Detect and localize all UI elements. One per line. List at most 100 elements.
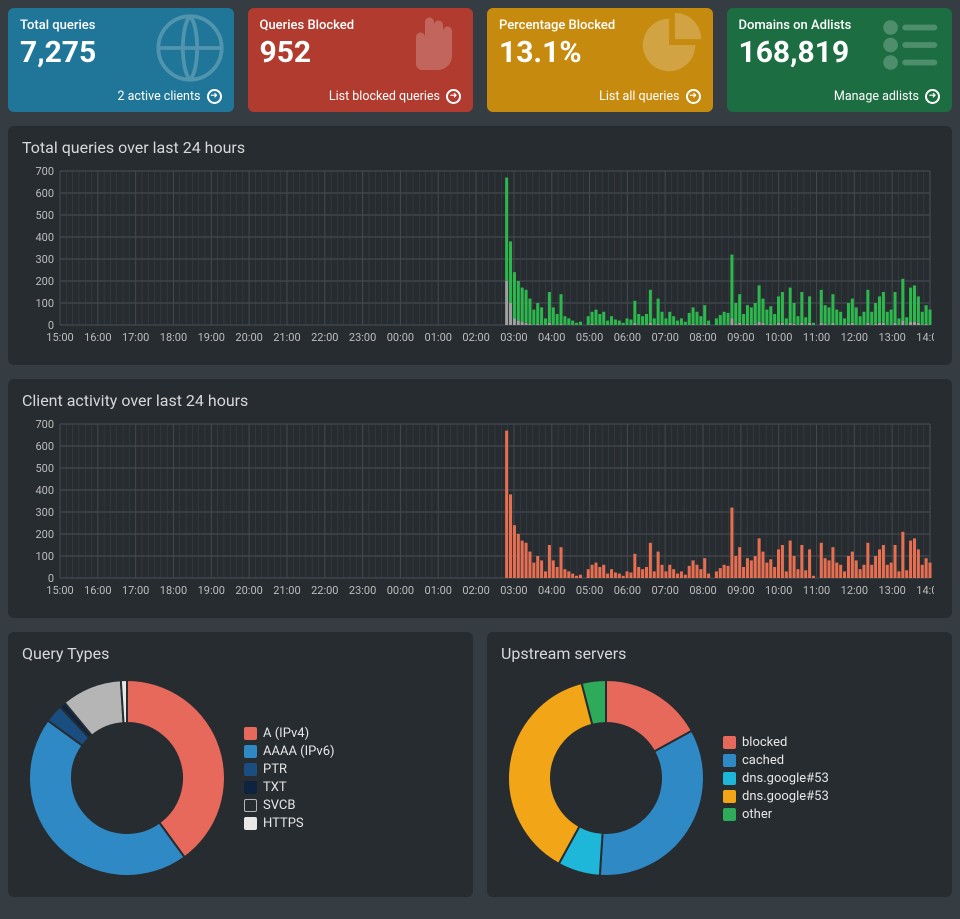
svg-text:21:00: 21:00 (273, 584, 300, 597)
legend-item[interactable]: ✓ TXT (244, 780, 335, 795)
panel-title: Total queries over last 24 hours (22, 138, 938, 157)
arrow-right-icon: ➜ (925, 89, 940, 104)
svg-text:23:00: 23:00 (349, 331, 376, 344)
svg-text:04:00: 04:00 (538, 584, 565, 597)
svg-text:100: 100 (35, 297, 54, 310)
svg-text:18:00: 18:00 (160, 584, 187, 597)
svg-text:00:00: 00:00 (387, 584, 414, 597)
svg-text:200: 200 (35, 275, 54, 288)
list-icon (876, 10, 946, 84)
legend-swatch-icon: ✓ (244, 781, 257, 794)
svg-text:08:00: 08:00 (689, 331, 716, 344)
svg-text:05:00: 05:00 (576, 584, 603, 597)
legend-item[interactable]: SVCB (244, 798, 335, 813)
legend-label: PTR (263, 762, 287, 777)
legend-label: SVCB (263, 798, 295, 813)
svg-text:09:00: 09:00 (727, 584, 754, 597)
svg-text:20:00: 20:00 (235, 584, 262, 597)
svg-text:400: 400 (35, 231, 54, 244)
svg-text:02:00: 02:00 (462, 331, 489, 344)
legend-item[interactable]: ✓PTR (244, 762, 335, 777)
card-link[interactable]: 2 active clients ➜ (20, 89, 222, 104)
donut-upstream-servers (501, 673, 711, 883)
svg-text:04:00: 04:00 (538, 331, 565, 344)
stat-card-3[interactable]: Domains on Adlists 168,819 Manage adlist… (727, 8, 953, 112)
svg-text:700: 700 (35, 420, 54, 431)
panel-upstream-servers: Upstream servers ✓blocked✓cached✓dns.goo… (487, 632, 952, 897)
svg-text:22:00: 22:00 (311, 331, 338, 344)
svg-text:01:00: 01:00 (425, 584, 452, 597)
donut-query-types (22, 673, 232, 883)
svg-text:07:00: 07:00 (652, 331, 679, 344)
svg-text:16:00: 16:00 (84, 331, 111, 344)
svg-text:15:00: 15:00 (46, 331, 73, 344)
card-link[interactable]: List blocked queries ➜ (260, 89, 462, 104)
svg-text:03:00: 03:00 (500, 584, 527, 597)
svg-text:300: 300 (35, 253, 54, 266)
panel-total-queries-24h: Total queries over last 24 hours 0100200… (8, 126, 952, 365)
stat-card-2[interactable]: Percentage Blocked 13.1% List all querie… (487, 8, 713, 112)
svg-text:100: 100 (35, 550, 54, 563)
legend-label: A (IPv4) (263, 726, 309, 741)
svg-text:16:00: 16:00 (84, 584, 111, 597)
legend-swatch-icon: ✓ (244, 817, 257, 830)
legend-item[interactable]: ✓A (IPv4) (244, 726, 335, 741)
legend-item[interactable]: ✓other (723, 807, 829, 822)
legend-item[interactable]: ✓ AAAA (IPv6) (244, 744, 335, 759)
legend-item[interactable]: ✓ HTTPS (244, 816, 335, 831)
svg-text:07:00: 07:00 (652, 584, 679, 597)
svg-text:17:00: 17:00 (122, 331, 149, 344)
legend-swatch-icon: ✓ (723, 736, 736, 749)
svg-text:06:00: 06:00 (614, 584, 641, 597)
svg-text:21:00: 21:00 (273, 331, 300, 344)
panel-title: Query Types (22, 644, 459, 663)
legend-swatch-icon: ✓ (723, 808, 736, 821)
svg-text:02:00: 02:00 (462, 584, 489, 597)
arrow-right-icon: ➜ (446, 89, 461, 104)
svg-text:600: 600 (35, 187, 54, 200)
panel-query-types: Query Types ✓A (IPv4)✓AAAA (IPv6)✓PTR✓TX… (8, 632, 473, 897)
legend-label: AAAA (IPv6) (263, 744, 335, 759)
panel-client-activity-24h: Client activity over last 24 hours 01002… (8, 379, 952, 618)
svg-text:10:00: 10:00 (765, 584, 792, 597)
svg-text:05:00: 05:00 (576, 331, 603, 344)
legend-swatch-icon: ✓ (244, 745, 257, 758)
svg-text:00:00: 00:00 (387, 331, 414, 344)
svg-text:01:00: 01:00 (425, 331, 452, 344)
legend-label: blocked (742, 735, 787, 750)
svg-text:18:00: 18:00 (160, 331, 187, 344)
stat-card-0[interactable]: Total queries 7,275 2 active clients ➜ (8, 8, 234, 112)
hand-icon (395, 10, 467, 86)
svg-text:13:00: 13:00 (878, 584, 905, 597)
svg-text:20:00: 20:00 (235, 331, 262, 344)
legend-label: cached (742, 753, 784, 768)
stat-card-1[interactable]: Queries Blocked 952 List blocked queries… (248, 8, 474, 112)
card-link[interactable]: Manage adlists ➜ (739, 89, 941, 104)
globe-icon (152, 10, 228, 90)
legend-label: HTTPS (263, 816, 304, 831)
card-link-text: Manage adlists (834, 89, 919, 104)
panel-title: Upstream servers (501, 644, 938, 663)
svg-text:600: 600 (35, 440, 54, 453)
arrow-right-icon: ➜ (207, 89, 222, 104)
svg-text:10:00: 10:00 (765, 331, 792, 344)
svg-text:19:00: 19:00 (198, 584, 225, 597)
legend-item[interactable]: ✓dns.google#53 (723, 771, 829, 786)
pie-icon (637, 10, 707, 84)
legend-label: TXT (263, 780, 287, 795)
card-link[interactable]: List all queries ➜ (499, 89, 701, 104)
card-link-text: List blocked queries (329, 89, 440, 104)
legend-item[interactable]: ✓ blocked (723, 735, 829, 750)
svg-text:12:00: 12:00 (841, 331, 868, 344)
legend-item[interactable]: ✓dns.google#53 (723, 789, 829, 804)
chart-client-activity: 010020030040050060070015:0016:0017:0018:… (22, 420, 934, 600)
svg-text:17:00: 17:00 (122, 584, 149, 597)
svg-text:700: 700 (35, 167, 54, 178)
svg-text:300: 300 (35, 506, 54, 519)
svg-text:500: 500 (35, 209, 54, 222)
card-link-text: List all queries (599, 89, 679, 104)
svg-text:23:00: 23:00 (349, 584, 376, 597)
svg-text:14:00: 14:00 (916, 331, 934, 344)
legend-item[interactable]: ✓cached (723, 753, 829, 768)
chart-total-queries: 010020030040050060070015:0016:0017:0018:… (22, 167, 934, 347)
